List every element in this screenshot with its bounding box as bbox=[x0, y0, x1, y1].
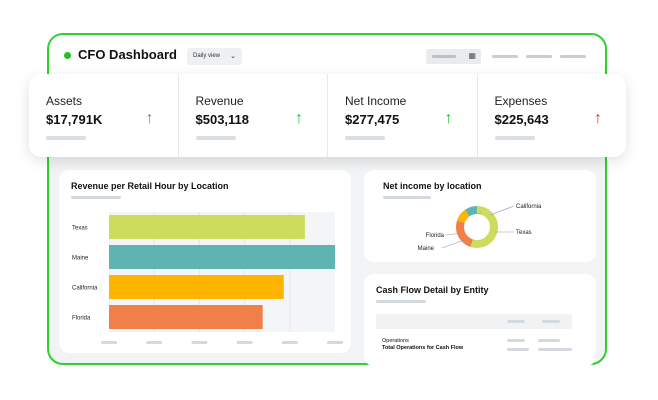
slice-florida[interactable] bbox=[456, 206, 498, 248]
card-subtitle-placeholder bbox=[376, 300, 426, 303]
net-income-donut-chart: California Texas Florida Maine bbox=[418, 204, 542, 252]
leader-line bbox=[445, 232, 463, 236]
slice-label: Maine bbox=[418, 246, 435, 252]
kpi-revenue[interactable]: Revenue $503,118 ↑ bbox=[179, 74, 328, 157]
top-bar: CFO Dashboard Daily view ⌄ ▦ bbox=[49, 35, 605, 77]
net-income-chart-card: Net income by location California Texas Fl… bbox=[364, 170, 596, 262]
kpi-subtext-placeholder bbox=[195, 136, 236, 140]
cell-placeholder bbox=[507, 348, 529, 351]
arrow-up-icon: ↑ bbox=[145, 110, 154, 127]
nav-link-placeholder[interactable] bbox=[526, 55, 552, 58]
cell-placeholder bbox=[538, 339, 560, 342]
slice-label: Florida bbox=[426, 233, 445, 239]
x-tick-placeholder bbox=[236, 341, 253, 344]
leader-line bbox=[441, 239, 465, 249]
bar-florida[interactable] bbox=[109, 305, 263, 329]
view-select-value: Daily view bbox=[193, 53, 221, 59]
chevron-down-icon: ⌄ bbox=[230, 53, 236, 60]
kpi-panel: Assets $17,791K ↑ Revenue $503,118 ↑ Net… bbox=[29, 74, 626, 157]
kpi-subtext-placeholder bbox=[46, 136, 86, 140]
kpi-assets[interactable]: Assets $17,791K ↑ bbox=[29, 74, 179, 157]
date-picker[interactable]: ▦ bbox=[426, 49, 481, 64]
x-tick-placeholder bbox=[146, 341, 163, 344]
arrow-up-icon: ↑ bbox=[444, 110, 453, 127]
view-select[interactable]: Daily view ⌄ bbox=[187, 48, 242, 65]
revenue-bar-chart: Texas Maine California Florida bbox=[72, 212, 343, 344]
bar-texas[interactable] bbox=[109, 215, 305, 239]
bar-california[interactable] bbox=[109, 275, 284, 299]
kpi-value: $277,475 bbox=[345, 112, 400, 127]
table-row-label: Total Operations for Cash Flow bbox=[382, 345, 464, 351]
leader-line bbox=[489, 205, 515, 216]
y-tick-label: Maine bbox=[72, 256, 89, 262]
kpi-value: $225,643 bbox=[494, 112, 549, 127]
kpi-subtext-placeholder bbox=[494, 136, 535, 140]
kpi-value: $503,118 bbox=[195, 112, 250, 127]
kpi-subtext-placeholder bbox=[345, 136, 385, 140]
x-tick-placeholder bbox=[281, 341, 298, 344]
arrow-up-icon: ↑ bbox=[594, 110, 602, 127]
y-tick-label: California bbox=[72, 286, 98, 292]
card-title: Cash Flow Detail by Entity bbox=[376, 285, 489, 295]
x-tick-placeholder bbox=[191, 341, 208, 344]
kpi-label: Revenue bbox=[195, 94, 244, 108]
cell-placeholder bbox=[507, 339, 525, 342]
card-title: Revenue per Retail Hour by Location bbox=[71, 181, 229, 191]
table-row-label: Operations bbox=[382, 338, 409, 344]
bar-maine[interactable] bbox=[109, 245, 335, 269]
x-tick-placeholder bbox=[327, 341, 343, 344]
nav-link-placeholder[interactable] bbox=[492, 55, 518, 58]
cell-placeholder bbox=[538, 348, 572, 351]
table-header bbox=[376, 314, 572, 329]
slice-label: California bbox=[516, 204, 542, 210]
header-cell-placeholder bbox=[507, 320, 525, 323]
kpi-value: $17,791K bbox=[46, 112, 103, 127]
cash-flow-card: Cash Flow Detail by Entity Operations To… bbox=[364, 274, 596, 366]
card-title: Net income by location bbox=[383, 181, 482, 191]
calendar-icon: ▦ bbox=[468, 51, 476, 60]
y-tick-label: Texas bbox=[72, 226, 88, 232]
kpi-net-income[interactable]: Net Income $277,475 ↑ bbox=[328, 74, 478, 157]
kpi-label: Net Income bbox=[345, 94, 407, 108]
x-tick-placeholder bbox=[101, 341, 117, 344]
date-placeholder bbox=[432, 55, 456, 58]
slice-texas[interactable] bbox=[456, 206, 498, 248]
card-subtitle-placeholder bbox=[71, 196, 121, 199]
kpi-label: Assets bbox=[46, 94, 83, 108]
kpi-expenses[interactable]: Expenses $225,643 ↑ bbox=[478, 74, 627, 157]
status-dot bbox=[64, 52, 71, 59]
arrow-up-icon: ↑ bbox=[295, 110, 303, 127]
y-tick-label: Florida bbox=[72, 316, 91, 322]
kpi-label: Expenses bbox=[494, 94, 548, 108]
nav-link-placeholder[interactable] bbox=[560, 55, 586, 58]
header-cell-placeholder bbox=[542, 320, 560, 323]
card-subtitle-placeholder bbox=[383, 196, 431, 199]
page-title: CFO Dashboard bbox=[78, 47, 177, 62]
revenue-chart-card: Revenue per Retail Hour by Location Texa… bbox=[59, 170, 351, 353]
slice-label: Texas bbox=[516, 230, 532, 236]
